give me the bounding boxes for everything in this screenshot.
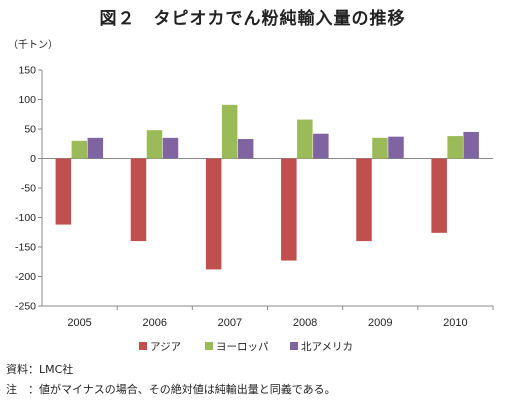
x-axis-ticks: 2005 2006 2007 2008 2009 2010: [67, 306, 494, 329]
legend-swatch-3: [290, 342, 298, 350]
bar-2006-3: [162, 137, 179, 159]
bar-2005-2: [71, 140, 88, 159]
footnote: 注 ：値がマイナスの場合、その絶対値は純輸出量と同義である。: [6, 383, 336, 396]
bar-2007-1: [205, 158, 222, 270]
bar-2006-1: [130, 158, 147, 242]
y-tick-label: 50: [24, 124, 36, 136]
legend-label-2: ヨーロッパ: [216, 341, 269, 353]
x-tick-label-2005: 2005: [67, 317, 91, 329]
y-tick-label: -200: [15, 271, 36, 283]
bar-2010-1: [431, 158, 447, 233]
bar-2007-2: [221, 104, 238, 159]
plot-frame: [41, 70, 493, 307]
bar-2007-3: [237, 139, 254, 159]
y-tick-label: -250: [15, 301, 36, 313]
y-axis-ticks: 150 100 50 0 -50 -100 -150 -200 -250: [15, 65, 42, 313]
bar-2010-2: [447, 136, 463, 159]
legend-swatch-1: [139, 342, 147, 350]
source-note: 資料：LMC社: [6, 363, 74, 376]
bar-2009-2: [372, 137, 388, 159]
bar-2005-1: [55, 158, 72, 225]
legend-swatch-2: [205, 342, 213, 350]
y-tick-label: 150: [18, 65, 36, 77]
bar-2006-2: [146, 130, 163, 159]
x-tick-label-2010: 2010: [443, 317, 467, 329]
bar-2009-3: [388, 136, 404, 159]
y-tick-label: -150: [15, 242, 36, 254]
y-axis-unit: （千トン）: [8, 40, 58, 51]
legend: アジア ヨーロッパ 北アメリカ: [139, 341, 353, 353]
legend-label-3: 北アメリカ: [301, 341, 353, 353]
x-tick-label-2006: 2006: [143, 317, 167, 329]
legend-label-1: アジア: [150, 341, 181, 353]
bar-2010-3: [463, 131, 479, 159]
bar-2005-3: [87, 137, 104, 159]
y-tick-label: 100: [18, 94, 36, 106]
bar-2008-1: [281, 158, 297, 261]
bar-2008-2: [297, 119, 313, 159]
y-tick-label: -100: [15, 212, 36, 224]
bar-2009-1: [356, 158, 372, 242]
x-tick-label-2009: 2009: [368, 317, 392, 329]
x-tick-label-2007: 2007: [218, 317, 242, 329]
bars: [55, 104, 479, 270]
y-tick-label: 0: [30, 153, 36, 165]
bar-2008-3: [313, 133, 329, 159]
y-tick-label: -50: [21, 183, 36, 195]
x-tick-label-2008: 2008: [293, 317, 317, 329]
chart-title: 図２ タピオカでん粉純輸入量の推移: [99, 9, 406, 29]
